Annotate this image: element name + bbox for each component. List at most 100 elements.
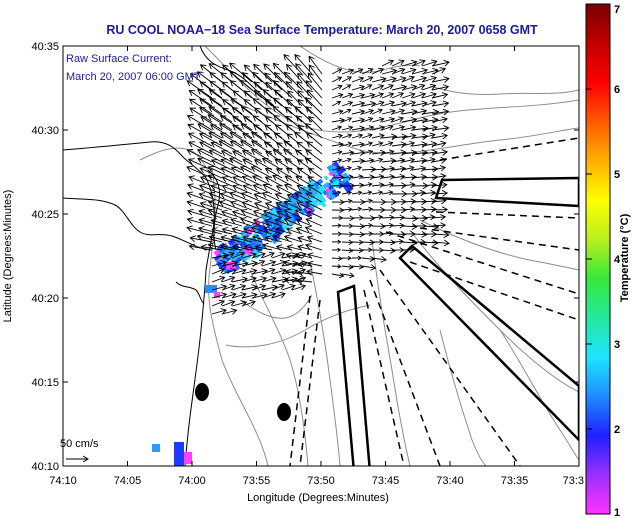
current-vector	[283, 71, 303, 91]
sst-patch	[253, 242, 263, 254]
current-vector	[199, 141, 223, 155]
x-tick-label: 73:50	[307, 475, 335, 487]
dashed-line	[289, 295, 311, 466]
current-vector	[252, 98, 273, 115]
current-vector	[381, 84, 394, 91]
colorbar-tick-label: 3	[614, 339, 620, 351]
current-vector	[220, 150, 243, 163]
current-vector	[197, 88, 223, 107]
current-vector	[431, 132, 449, 140]
current-vector	[186, 191, 213, 203]
current-vector	[361, 247, 373, 253]
current-vector	[219, 192, 243, 203]
current-vector	[275, 201, 293, 211]
current-vector	[351, 223, 366, 230]
current-vector	[391, 76, 407, 83]
current-vector	[197, 148, 223, 163]
current-vector	[306, 260, 323, 268]
current-vector	[271, 251, 286, 259]
current-vector	[361, 76, 374, 83]
current-vector	[294, 54, 313, 75]
current-vector	[250, 149, 273, 163]
current-vector	[285, 81, 303, 99]
current-vector	[262, 183, 283, 195]
current-vector	[295, 63, 313, 83]
current-vector	[220, 158, 243, 171]
x-tick-label: 73:55	[243, 475, 271, 487]
current-vector	[276, 210, 293, 219]
current-vector	[431, 173, 447, 180]
current-vector	[307, 176, 323, 187]
current-vector	[230, 217, 253, 227]
current-vector	[240, 80, 263, 99]
current-vector	[331, 100, 342, 107]
x-tick-label: 74:05	[114, 475, 142, 487]
current-vector	[421, 239, 439, 247]
sst-patch	[302, 206, 312, 218]
current-vector	[421, 75, 438, 83]
current-vector	[187, 183, 213, 195]
current-vector	[198, 209, 223, 219]
current-vector	[242, 184, 263, 195]
current-vector	[229, 140, 253, 155]
current-vector	[341, 100, 354, 107]
colorbar-ticks: 1 2 3 4 5 6 7	[586, 3, 621, 518]
sst-patch	[318, 197, 327, 208]
current-vector	[307, 184, 323, 195]
current-vector	[351, 84, 366, 91]
current-vector	[218, 140, 243, 155]
current-vector	[361, 149, 374, 155]
current-vector	[221, 99, 243, 115]
current-vector	[431, 59, 450, 67]
current-vector	[211, 292, 228, 299]
current-vector	[208, 191, 233, 203]
current-vector	[351, 165, 363, 171]
current-vector	[291, 283, 307, 291]
scale-arrow	[66, 455, 89, 463]
current-vector	[241, 200, 263, 211]
coastline	[63, 46, 275, 466]
current-vector	[341, 117, 353, 123]
current-vector	[361, 206, 374, 212]
current-vector	[411, 231, 428, 238]
current-vector	[411, 173, 428, 181]
current-vector	[351, 174, 364, 180]
current-vector	[286, 98, 303, 115]
sst-patch	[229, 238, 236, 246]
current-vector	[242, 133, 263, 147]
current-vector	[361, 116, 374, 123]
current-vector	[351, 264, 364, 270]
current-vector	[305, 132, 323, 147]
current-vector	[371, 214, 384, 220]
current-vector	[261, 157, 283, 171]
current-vector	[401, 247, 415, 253]
current-vector	[274, 218, 293, 227]
current-vector	[296, 81, 313, 99]
current-vector	[351, 149, 366, 156]
current-vector	[391, 133, 408, 141]
current-vector	[431, 189, 449, 197]
current-vector	[351, 125, 366, 132]
dashed-line	[299, 299, 321, 466]
current-vector	[221, 209, 243, 219]
current-vector	[263, 141, 283, 155]
current-vector	[307, 72, 323, 91]
current-vector	[361, 92, 376, 99]
sst-patch	[152, 444, 160, 452]
current-vector	[371, 116, 385, 123]
current-vector	[276, 142, 293, 155]
map-area	[63, 46, 579, 466]
current-vector	[305, 200, 323, 211]
marker-ellipse	[195, 383, 209, 401]
current-vector	[271, 291, 286, 299]
current-vector	[261, 276, 277, 283]
current-vector	[221, 226, 243, 235]
current-vector	[273, 132, 293, 147]
sst-patch	[205, 285, 217, 293]
legend-datetime: March 20, 2007 06:00 GMT	[66, 71, 201, 83]
current-vector	[361, 222, 373, 228]
contour-line	[309, 261, 341, 466]
current-vector	[401, 223, 418, 230]
current-vector	[361, 108, 375, 115]
current-vector	[421, 223, 440, 231]
